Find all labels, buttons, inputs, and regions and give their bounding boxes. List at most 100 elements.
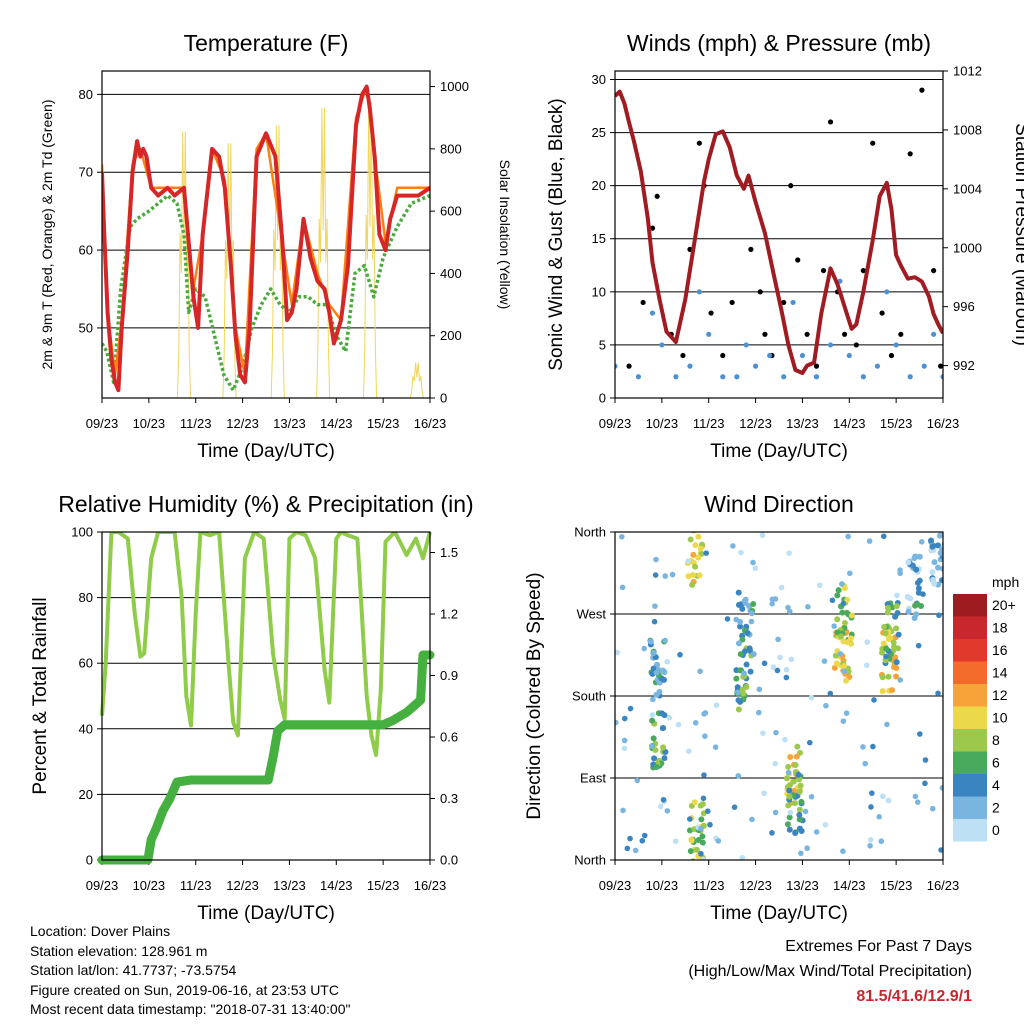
direction-point	[893, 665, 900, 672]
direction-point	[698, 850, 704, 857]
direction-point	[704, 808, 711, 815]
direction-point	[653, 764, 660, 771]
sonic-wind-point	[649, 310, 656, 316]
direction-point	[730, 543, 736, 549]
colorbar-label: 12	[992, 687, 1008, 703]
direction-point	[783, 666, 790, 673]
direction-point	[735, 589, 742, 596]
direction-point	[862, 760, 869, 767]
direction-point	[743, 683, 750, 690]
gust-point	[860, 267, 866, 274]
direction-point	[769, 601, 775, 607]
sonic-wind-point	[696, 289, 702, 295]
direction-point	[773, 729, 779, 736]
direction-point	[922, 780, 928, 787]
sonic-wind-point	[673, 374, 679, 380]
direction-point	[889, 687, 896, 694]
direction-point	[735, 773, 742, 779]
direction-point	[749, 816, 755, 823]
colorbar-label: 16	[992, 642, 1008, 658]
y2-tick-label: 1008	[953, 122, 982, 137]
direction-point	[696, 572, 703, 579]
direction-point	[905, 559, 912, 566]
direction-point	[669, 571, 676, 578]
x-tick-label: 10/23	[133, 878, 166, 893]
x-axis-label: Time (Day/UTC)	[710, 441, 848, 462]
direction-point	[735, 706, 742, 713]
direction-point	[772, 809, 779, 816]
direction-point	[841, 668, 848, 675]
direction-point	[928, 537, 935, 544]
colorbar-swatch	[953, 796, 987, 819]
direction-point	[769, 830, 775, 836]
direction-point	[700, 795, 707, 802]
x-tick-label: 11/23	[180, 416, 212, 431]
direction-point	[864, 639, 871, 645]
location-text: Location: Dover Plains	[30, 923, 171, 939]
direction-point	[834, 616, 841, 623]
x-tick-label: 15/23	[880, 878, 913, 893]
direction-point	[846, 570, 853, 577]
wind-pressure-panel: Winds (mph) & Pressure (mb) 0 5 10 15 20 25 30 0…	[546, 30, 1024, 462]
direction-point	[689, 571, 696, 578]
colorbar-swatch	[953, 616, 987, 639]
humidity-precip-panel: Relative Humidity (%) & Precipitation (i…	[30, 491, 474, 924]
y2-tick-label: 1012	[953, 64, 982, 79]
direction-point	[893, 659, 900, 666]
direction-point	[697, 668, 703, 675]
direction-point	[791, 800, 798, 807]
direction-point	[621, 745, 628, 752]
direction-point	[915, 642, 922, 649]
gust-point	[795, 257, 801, 263]
direction-point	[878, 838, 885, 845]
direction-point	[686, 816, 693, 822]
gust-point	[708, 310, 714, 316]
temperature-panel: Temperature (F) 50 60 70 80 09/23 10/23 11/23 12…	[39, 30, 513, 462]
direction-point	[891, 643, 898, 650]
direction-point	[935, 542, 942, 549]
direction-point	[936, 532, 943, 539]
direction-point	[786, 814, 793, 821]
direction-point	[715, 838, 722, 844]
direction-point	[620, 807, 626, 814]
direction-point	[929, 543, 936, 550]
direction-point	[741, 670, 747, 676]
panel-title: Temperature (F)	[184, 30, 349, 56]
direction-point	[692, 526, 698, 532]
direction-point	[821, 658, 828, 664]
direction-point	[735, 640, 742, 647]
sonic-wind-point	[706, 331, 712, 337]
direction-point	[666, 714, 673, 721]
y2-tick-label: 0.3	[440, 791, 458, 806]
direction-point	[834, 592, 841, 599]
direction-point	[696, 525, 702, 531]
gust-point	[827, 119, 834, 125]
direction-point	[662, 749, 669, 756]
direction-point	[739, 854, 746, 860]
colorbar-swatch	[953, 729, 987, 752]
direction-point	[840, 848, 846, 855]
direction-point	[675, 721, 682, 728]
x-tick-label: 09/23	[599, 416, 632, 431]
direction-point	[624, 845, 631, 852]
direction-point	[939, 785, 943, 791]
direction-point	[786, 826, 793, 833]
panel-title: Wind Direction	[704, 491, 854, 517]
colorbar-swatch	[953, 639, 987, 662]
direction-point	[893, 625, 900, 632]
direction-point	[659, 667, 666, 674]
direction-point	[914, 601, 921, 608]
y-tick-label: 60	[79, 243, 93, 258]
y-tick-label: 20	[79, 787, 93, 802]
gust-point	[879, 310, 885, 316]
gust-point	[640, 299, 646, 306]
direction-point	[802, 808, 809, 815]
direction-point	[652, 572, 659, 578]
direction-point	[869, 790, 875, 796]
direction-point	[827, 690, 834, 697]
direction-point	[893, 603, 900, 610]
y2-tick-label: 0	[440, 391, 447, 406]
y2-tick-label: 0.6	[440, 730, 458, 745]
direction-point	[798, 850, 804, 857]
speed-colorbar: mph 20+ 18 16 14 12 10 8 6 4 2 0	[953, 574, 1019, 842]
